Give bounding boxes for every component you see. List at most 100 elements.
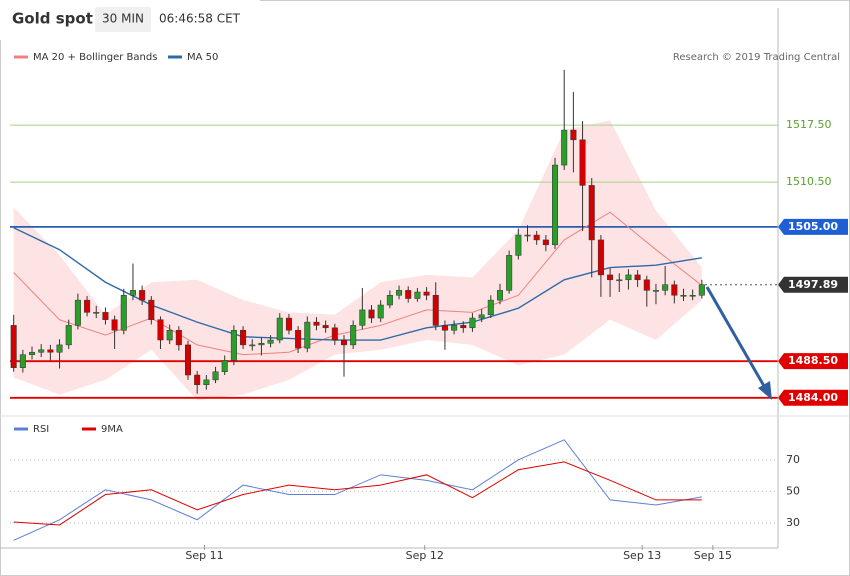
candle-body <box>258 343 265 346</box>
candle-body <box>460 325 467 329</box>
candle-body <box>313 321 320 326</box>
candle-body <box>267 339 274 344</box>
candle-body <box>340 339 347 346</box>
candle-body <box>533 234 540 241</box>
candle-body <box>166 330 173 341</box>
candle-body <box>597 239 604 276</box>
timeframe: 30 MIN <box>102 12 144 26</box>
candle-body <box>377 304 384 319</box>
candle-body <box>322 325 329 329</box>
candle-body <box>405 290 412 299</box>
level-label: 1484.00 <box>788 391 838 404</box>
line-series <box>13 211 703 356</box>
candle-body <box>414 291 421 299</box>
candle-body <box>368 309 375 319</box>
candle-body <box>662 284 669 291</box>
legend-label: MA 20 + Bollinger Bands <box>33 52 157 63</box>
candle-body <box>111 319 118 331</box>
y-tick-label: 70 <box>786 453 800 466</box>
candle-body <box>689 295 696 297</box>
level-label-box <box>778 276 848 293</box>
candle-body <box>230 330 237 361</box>
level-label-box <box>778 353 848 370</box>
candle-body <box>478 314 485 319</box>
timeframe-box <box>95 7 151 32</box>
candle-body <box>607 274 614 281</box>
candle-body <box>396 290 403 296</box>
credit: Research © 2019 Trading Central <box>673 52 840 63</box>
candle-body <box>139 290 146 301</box>
candle-body <box>19 354 26 368</box>
candle-body <box>295 330 302 349</box>
candle-body <box>359 309 366 326</box>
candle-body <box>93 312 100 314</box>
candle-body <box>304 321 311 349</box>
candle-body <box>56 344 63 353</box>
candle-body <box>451 325 458 331</box>
candle-body <box>74 299 81 326</box>
candle-body <box>496 290 503 301</box>
y-tick-label: 30 <box>786 516 800 529</box>
candle-body <box>579 139 586 186</box>
clock: 06:46:58 CET <box>159 12 241 26</box>
candle-body <box>65 325 72 346</box>
rsi-panel: 30 50 70 <box>10 439 800 541</box>
line-series <box>13 461 702 526</box>
x-tick-label: Sep 13 <box>623 549 661 562</box>
candle-body <box>285 317 292 331</box>
candle-body <box>671 284 678 296</box>
candle-body <box>331 327 338 341</box>
candle-body <box>634 274 641 281</box>
candle-body <box>38 349 45 353</box>
legend-label: 9MA <box>101 424 123 435</box>
candle-body <box>487 299 494 316</box>
x-tick-label: Sep 15 <box>694 549 732 562</box>
candle-body <box>175 330 182 346</box>
candle-body <box>469 317 476 329</box>
level-label: 1517.50 <box>786 118 832 131</box>
candle-body <box>203 379 210 386</box>
price-panel: 1517.50 1510.50 1505.00 1497.89 1488.50 1484.… <box>10 69 848 406</box>
candle-body <box>625 274 632 281</box>
x-tick-label: Sep 12 <box>406 549 444 562</box>
candle-body <box>643 279 650 291</box>
candle-body <box>102 312 109 320</box>
candle-body <box>515 234 522 256</box>
candle-body <box>542 239 549 246</box>
level-label-box <box>778 389 848 406</box>
candle-body <box>698 284 705 296</box>
title: Gold spot <box>12 10 93 28</box>
candle-body <box>129 290 136 296</box>
candle-body <box>616 279 623 282</box>
candle-body <box>120 295 127 331</box>
bollinger-band <box>13 120 702 401</box>
legend-label: MA 50 <box>187 52 218 63</box>
candle-body <box>29 351 36 355</box>
candle-body <box>84 299 91 313</box>
candle-body <box>680 295 687 297</box>
candle-body <box>47 349 54 353</box>
candle-body <box>185 344 192 376</box>
candle-body <box>561 129 568 166</box>
candle-body <box>276 317 283 341</box>
arrow <box>705 286 772 400</box>
candle-body <box>432 295 439 326</box>
candle-body <box>423 291 430 296</box>
level-label-box <box>778 218 848 235</box>
candle-body <box>552 164 559 246</box>
y-tick-label: 50 <box>786 484 800 497</box>
candle-body <box>350 325 357 346</box>
arrow-shaft <box>705 286 766 387</box>
candle-body <box>148 299 155 320</box>
candle-body <box>524 234 531 237</box>
level-label: 1497.89 <box>788 278 838 291</box>
candle-body <box>506 255 513 291</box>
candle-body <box>441 325 448 331</box>
x-tick-label: Sep 11 <box>185 549 223 562</box>
level-label: 1505.00 <box>788 220 838 233</box>
candle-body <box>570 129 577 141</box>
legend-label: RSI <box>33 424 49 435</box>
level-label: 1488.50 <box>788 354 838 367</box>
candle-body <box>652 290 659 292</box>
level-label: 1510.50 <box>786 175 832 188</box>
